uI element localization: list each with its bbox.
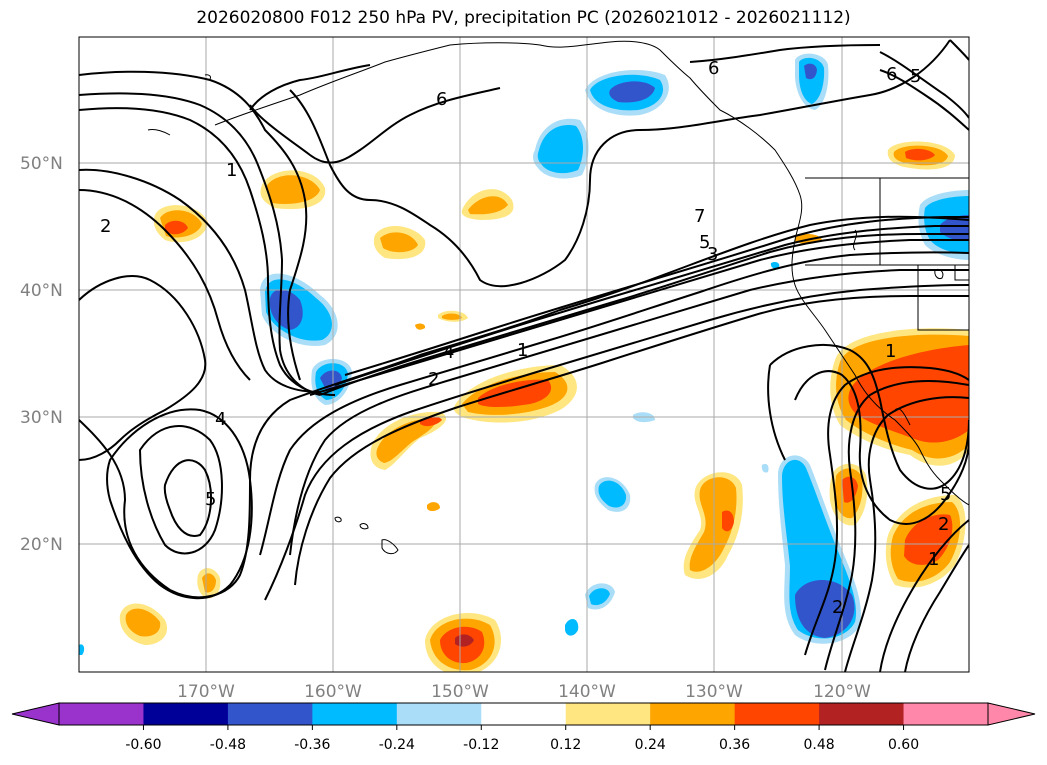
- precip-positive-region: [905, 148, 935, 161]
- pv-label: 5: [940, 484, 951, 505]
- pv-label: 2: [938, 514, 949, 535]
- longitude-labels: 170°W 160°W 150°W 140°W 130°W 120°W: [177, 682, 871, 702]
- colorbar-bin: [734, 703, 820, 725]
- pv-label: 5: [910, 66, 921, 87]
- colorbar-tick-label: -0.60: [125, 737, 161, 753]
- pv-label: 4: [215, 409, 226, 430]
- map-title: 2026020800 F012 250 hPa PV, precipitatio…: [196, 8, 851, 28]
- precip-positive-region: [376, 418, 436, 463]
- precip-negative-region: [537, 125, 583, 174]
- pv-label: 5: [205, 489, 216, 510]
- colorbar-bin: [396, 703, 482, 725]
- pv-label: 1: [226, 160, 237, 181]
- precip-negative-region: [804, 63, 817, 80]
- pv-label: 2: [832, 597, 843, 618]
- pv-label: 1: [928, 549, 939, 570]
- lon-label: 170°W: [177, 682, 235, 702]
- lat-label: 40°N: [20, 281, 63, 301]
- colorbar-bin: [227, 703, 313, 725]
- precip-positive-region: [165, 220, 188, 235]
- colorbar-extend-left: [12, 703, 59, 725]
- colorbar-tick-label: -0.24: [379, 737, 415, 753]
- graticule: [79, 37, 969, 672]
- lat-label: 20°N: [20, 535, 63, 555]
- colorbar-tick-label: 0.60: [888, 737, 919, 753]
- pv-label: 3: [707, 244, 718, 265]
- colorbar-bin: [903, 703, 989, 725]
- colorbar-bin: [819, 703, 905, 725]
- precip-positive-region: [904, 514, 953, 565]
- colorbar-tick-label: 0.12: [550, 737, 581, 753]
- colorbar-bin: [565, 703, 651, 725]
- colorbar-bin: [59, 703, 144, 725]
- lon-label: 150°W: [431, 682, 489, 702]
- colorbar-bin: [481, 703, 567, 725]
- lon-label: 160°W: [304, 682, 362, 702]
- precip-positive-region: [380, 232, 418, 253]
- colorbar-tick-label: 0.36: [719, 737, 750, 753]
- precip-positive-region: [266, 175, 320, 204]
- colorbar: -0.60 -0.48 -0.36 -0.24 -0.12 0.12 0.24 0.36 0.4…: [11, 702, 1036, 753]
- lat-label: 50°N: [20, 154, 63, 174]
- pv-contour-labels: 6 6 6 5 2 1 4 5 7 5 3 4 2 1 1 2 2 1 5: [100, 58, 951, 618]
- map-frame: [78, 36, 970, 673]
- colorbar-tick-label: 0.48: [804, 737, 835, 753]
- precip-negative-region: [761, 463, 769, 473]
- precip-negative-region: [598, 480, 627, 508]
- precip-positive-region: [125, 608, 161, 637]
- pv-label: 6: [886, 64, 897, 85]
- colorbar-tick-label: -0.36: [294, 737, 330, 753]
- colorbar-tick-label: -0.12: [463, 737, 499, 753]
- precip-positive-region: [427, 502, 440, 511]
- colorbar-tick-label: -0.48: [210, 737, 246, 753]
- precip-negative-region: [79, 644, 85, 655]
- pv-label: 5: [699, 232, 710, 253]
- precip-negative-region: [770, 261, 780, 269]
- colorbar-extend-right: [988, 703, 1035, 725]
- precip-positive-region: [478, 379, 552, 407]
- lat-label: 30°N: [20, 408, 63, 428]
- pv-label: 4: [443, 342, 454, 363]
- pv-contours: [79, 39, 969, 672]
- precip-positive-region: [722, 510, 734, 532]
- colorbar-bin: [650, 703, 736, 725]
- precip-positive-region: [415, 323, 426, 330]
- precip-negative-region: [609, 81, 655, 103]
- pv-label: 2: [428, 369, 439, 390]
- lon-label: 120°W: [813, 682, 871, 702]
- pv-label: 6: [708, 58, 719, 79]
- colorbar-tick-label: 0.24: [635, 737, 666, 753]
- precip-negative-region: [565, 618, 579, 636]
- pv-label: 2: [100, 216, 111, 237]
- precip-positive-region: [468, 196, 508, 215]
- latitude-labels: 50°N 40°N 30°N 20°N: [20, 154, 63, 555]
- precip-negative-region: [589, 588, 610, 606]
- colorbar-bin: [143, 703, 229, 725]
- lon-label: 140°W: [558, 682, 616, 702]
- pv-label: 6: [436, 89, 447, 110]
- pv-label: 7: [694, 206, 705, 227]
- pv-label: 1: [517, 340, 528, 361]
- pv-label: 1: [885, 341, 896, 362]
- precip-negative-region: [269, 289, 303, 330]
- colorbar-bin: [312, 703, 398, 725]
- lon-label: 130°W: [685, 682, 743, 702]
- precip-positive-region: [689, 477, 737, 572]
- precip-positive-region: [442, 313, 462, 320]
